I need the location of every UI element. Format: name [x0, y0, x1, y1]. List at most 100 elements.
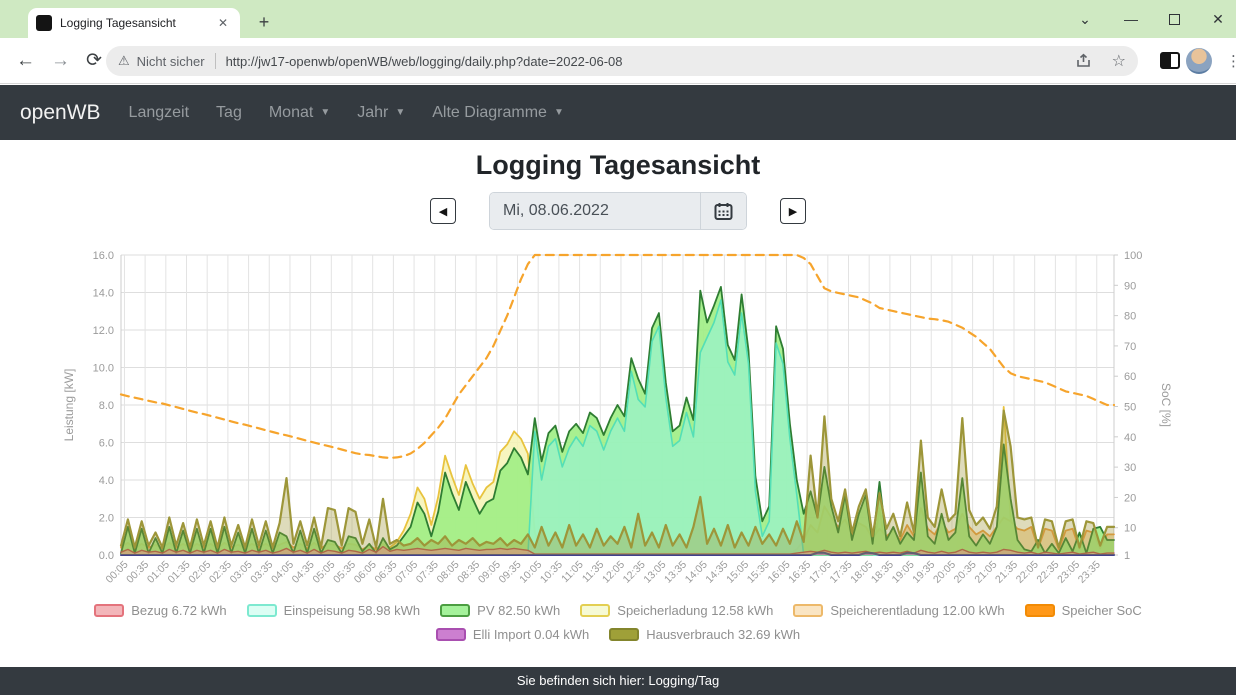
svg-text:02:05: 02:05 — [186, 559, 213, 586]
svg-text:02:35: 02:35 — [207, 559, 234, 586]
previous-day-button[interactable]: ◀ — [430, 198, 456, 224]
svg-text:4.0: 4.0 — [99, 475, 114, 487]
nav-item-langzeit[interactable]: Langzeit — [128, 103, 190, 121]
svg-text:22:05: 22:05 — [1014, 559, 1041, 586]
minimize-button[interactable]: — — [1124, 11, 1138, 27]
legend-label: Speicher SoC — [1061, 602, 1142, 618]
svg-text:05:35: 05:35 — [331, 559, 358, 586]
svg-text:6.0: 6.0 — [99, 438, 114, 450]
svg-text:10.0: 10.0 — [93, 363, 114, 375]
svg-text:23:35: 23:35 — [1076, 559, 1103, 586]
svg-text:60: 60 — [1124, 371, 1136, 383]
svg-text:20: 20 — [1124, 492, 1136, 504]
svg-text:04:35: 04:35 — [290, 559, 317, 586]
svg-text:70: 70 — [1124, 341, 1136, 353]
window-controls: ⌄ — ✕ — [1077, 0, 1226, 38]
next-day-button[interactable]: ▶ — [780, 198, 806, 224]
breadcrumb-footer: Sie befinden sich hier: Logging/Tag — [0, 667, 1236, 695]
bookmark-star-icon[interactable]: ☆ — [1111, 53, 1126, 70]
browser-toolbar: ← → ⟳ ⚠ Nicht sicher http://jw17-openwb/… — [0, 38, 1236, 84]
svg-text:08:05: 08:05 — [435, 559, 462, 586]
svg-text:04:05: 04:05 — [269, 559, 296, 586]
svg-text:12:05: 12:05 — [600, 559, 627, 586]
svg-text:20:05: 20:05 — [931, 559, 958, 586]
svg-text:10: 10 — [1124, 523, 1136, 535]
maximize-button[interactable] — [1169, 13, 1180, 25]
svg-text:12:35: 12:35 — [621, 559, 648, 586]
chart: 0.0 2.0 4.0 6.0 8.0 10.0 12.0 14.0 16.0 100 90 80 70… — [58, 243, 1180, 597]
date-picker-row: ◀ Mi, 08.06.2022 ▶ — [0, 192, 1236, 230]
legend-label: Speicherentladung 12.00 kWh — [830, 602, 1005, 618]
back-button[interactable]: ← — [16, 49, 35, 71]
svg-text:18:05: 18:05 — [848, 559, 875, 586]
close-button[interactable]: ✕ — [1212, 10, 1224, 27]
svg-text:00:05: 00:05 — [104, 559, 131, 586]
forward-button[interactable]: → — [51, 49, 70, 71]
tab-close-icon[interactable]: ✕ — [217, 16, 228, 30]
nav-item-tag[interactable]: Tag — [216, 103, 242, 121]
svg-text:17:05: 17:05 — [807, 559, 834, 586]
chart-legend: Bezug 6.72 kWh Einspeisung 58.98 kWh PV 82… — [0, 598, 1236, 646]
legend-label: PV 82.50 kWh — [477, 602, 561, 618]
legend-swatch — [435, 627, 466, 641]
calendar-button[interactable] — [700, 193, 746, 229]
legend-item: Speicherladung 12.58 kWh — [580, 603, 773, 618]
share-icon[interactable] — [1075, 53, 1092, 69]
svg-text:22:35: 22:35 — [1034, 559, 1061, 586]
reload-button[interactable]: ⟳ — [86, 50, 102, 71]
svg-text:06:05: 06:05 — [352, 559, 379, 586]
menu-dots-icon[interactable]: ⋮ — [1226, 52, 1236, 70]
side-panel-icon[interactable] — [1160, 52, 1180, 69]
brand-openwb[interactable]: openWB — [20, 100, 101, 124]
svg-text:11:05: 11:05 — [559, 559, 586, 586]
svg-text:1: 1 — [1124, 550, 1130, 562]
svg-text:10:35: 10:35 — [538, 559, 565, 586]
svg-text:07:05: 07:05 — [393, 559, 420, 586]
svg-text:03:35: 03:35 — [248, 559, 275, 586]
legend-item: Speicher SoC — [1024, 602, 1142, 618]
svg-text:30: 30 — [1124, 462, 1136, 474]
svg-text:21:35: 21:35 — [993, 559, 1020, 586]
nav-item-jahr[interactable]: Jahr ▼ — [357, 103, 406, 121]
window-chevron-icon[interactable]: ⌄ — [1079, 10, 1091, 27]
page-title: Logging Tagesansicht — [475, 150, 761, 180]
legend-label: Elli Import 0.04 kWh — [472, 626, 590, 642]
svg-text:20:35: 20:35 — [952, 559, 979, 586]
date-input[interactable]: Mi, 08.06.2022 — [490, 193, 700, 229]
avatar[interactable] — [1186, 47, 1212, 74]
titlebar: Logging Tagesansicht ✕ + ⌄ — ✕ — [0, 0, 1236, 38]
security-label: Nicht sicher — [136, 53, 205, 69]
svg-text:2.0: 2.0 — [99, 513, 114, 525]
legend-swatch — [246, 603, 277, 617]
nav-item-alte-diagramme[interactable]: Alte Diagramme ▼ — [432, 103, 564, 121]
browser-tab[interactable]: Logging Tagesansicht ✕ — [28, 8, 240, 38]
svg-text:18:35: 18:35 — [869, 559, 896, 586]
svg-text:15:05: 15:05 — [724, 559, 751, 586]
legend-label: Hausverbrauch 32.69 kWh — [646, 626, 801, 642]
svg-text:90: 90 — [1124, 280, 1136, 292]
legend-swatch — [1024, 603, 1055, 617]
new-tab-button[interactable]: + — [258, 12, 270, 32]
legend-label: Einspeisung 58.98 kWh — [283, 602, 421, 618]
legend-item: PV 82.50 kWh — [440, 603, 560, 618]
svg-text:09:05: 09:05 — [476, 559, 503, 586]
chevron-down-icon: ▼ — [553, 107, 564, 118]
legend-label: Bezug 6.72 kWh — [131, 602, 227, 618]
url-bar[interactable]: ⚠ Nicht sicher http://jw17-openwb/openWB… — [106, 46, 1138, 76]
legend-item: Einspeisung 58.98 kWh — [246, 602, 421, 618]
svg-text:15:35: 15:35 — [745, 559, 772, 586]
svg-text:09:35: 09:35 — [497, 559, 524, 586]
svg-text:Leistung [kW]: Leistung [kW] — [62, 369, 76, 442]
legend-swatch — [793, 603, 824, 617]
svg-text:80: 80 — [1124, 311, 1136, 323]
url-text: http://jw17-openwb/openWB/web/logging/da… — [225, 53, 623, 69]
svg-text:100: 100 — [1124, 250, 1142, 262]
legend-swatch — [94, 603, 125, 617]
svg-text:06:35: 06:35 — [372, 559, 399, 586]
legend-item: Hausverbrauch 32.69 kWh — [609, 627, 800, 642]
legend-item: Bezug 6.72 kWh — [94, 602, 227, 618]
svg-text:19:35: 19:35 — [910, 559, 937, 586]
svg-text:12.0: 12.0 — [93, 325, 114, 337]
nav-item-monat[interactable]: Monat ▼ — [268, 103, 331, 121]
svg-text:05:05: 05:05 — [310, 559, 337, 586]
